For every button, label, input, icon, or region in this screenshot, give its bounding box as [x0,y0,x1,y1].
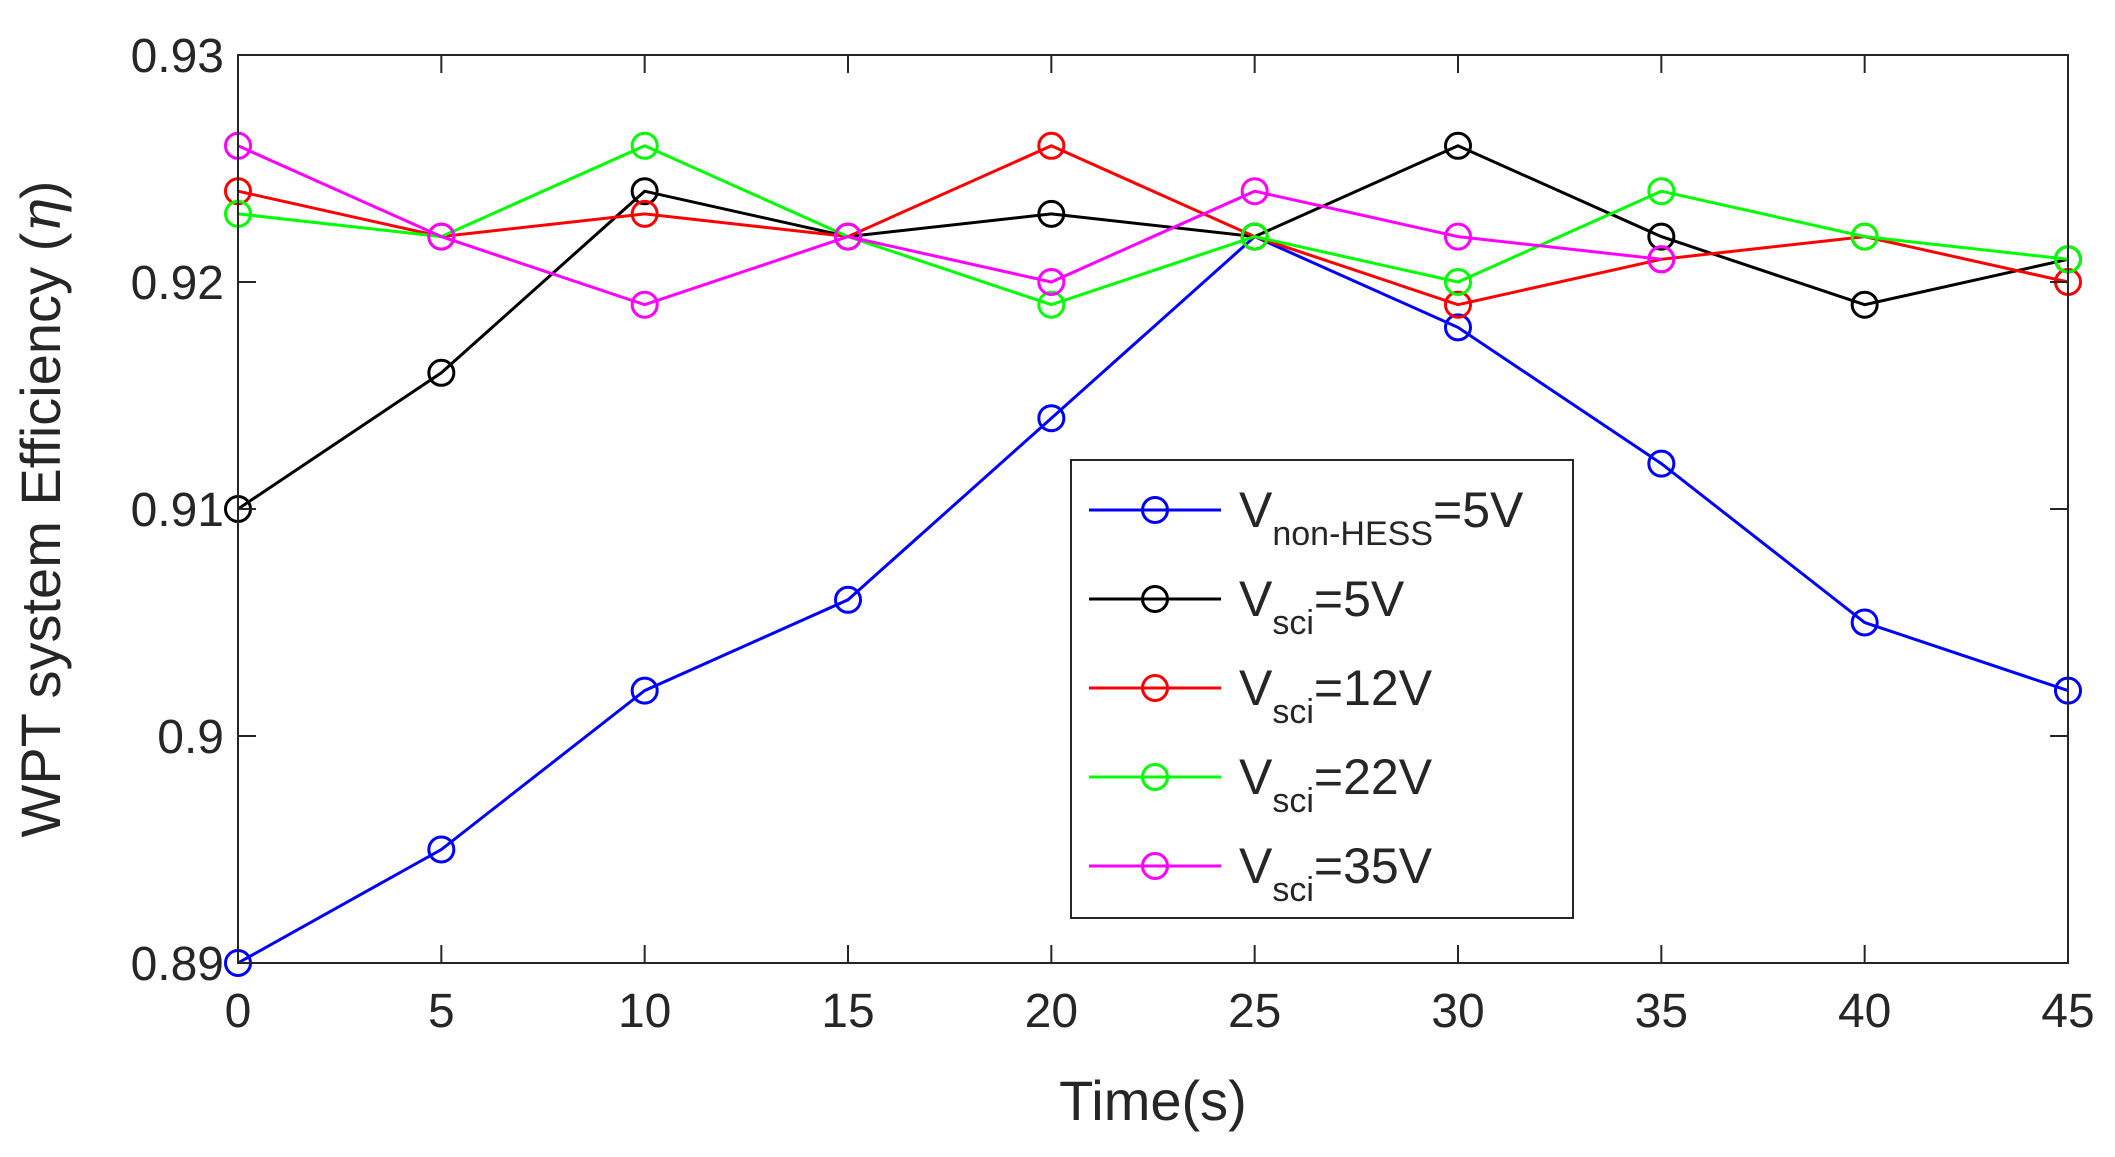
data-point [1444,290,1472,319]
legend: Vnon-HESS=5VVsci=5VVsci=12VVsci=22VVsci=… [1070,459,1574,919]
data-point [630,199,659,228]
y-tick-labels: 0.89 0.9 0.91 0.92 0.93 [131,30,224,991]
legend-item: Vsci=5V [1089,571,1405,642]
data-point [834,222,862,251]
data-point [1037,290,1066,319]
y-axis-title-eta: η [9,199,74,233]
data-point [427,222,456,251]
y-tick-label: 0.91 [131,484,224,537]
data-point [630,131,659,160]
series-line [237,144,2069,307]
x-axis-title: Time(s) [1059,1069,1247,1132]
legend-marker [1141,852,1169,880]
data-point [630,676,659,705]
data-point [1444,268,1472,296]
legend-label-main: V [1239,571,1273,627]
legend-marker [1141,763,1169,791]
legend-label: Vsci=22V [1239,749,1433,820]
legend-label: Vsci=5V [1239,571,1405,642]
x-tick-label: 40 [1838,985,1891,1038]
legend-label: Vnon-HESS=5V [1239,482,1524,553]
legend-label-sub: sci [1272,782,1314,820]
legend-label-sub: sci [1272,604,1314,642]
legend-label-tail: =12V [1314,660,1433,716]
x-tick-label: 35 [1635,985,1688,1038]
legend-item: Vnon-HESS=5V [1089,482,1524,553]
legend-item: Vsci=12V [1089,660,1433,731]
data-point [1647,222,1676,251]
legend-label-tail: =5V [1314,571,1405,627]
y-tick-label: 0.93 [131,30,224,83]
y-axis-title-main: WPT system Efficiency ( [9,232,72,837]
data-point [427,358,456,387]
data-point [1240,222,1269,251]
axis-ticks [237,54,2069,964]
legend-marker [1141,674,1169,702]
series-line [237,234,2069,965]
y-tick-label: 0.92 [131,257,224,310]
legend-label-sub: sci [1272,871,1314,909]
y-tick-label: 0.89 [131,938,224,991]
data-point [834,585,862,614]
data-point [1444,313,1472,342]
x-tick-label: 45 [2041,985,2094,1038]
data-point [1444,222,1472,251]
data-point [1240,177,1269,206]
data-point [1444,131,1472,160]
data-point [1647,177,1676,206]
legend-label-main: V [1239,482,1273,538]
legend-label-main: V [1239,838,1273,894]
y-axis-title-close: ) [9,181,72,200]
x-tick-label: 15 [821,985,874,1038]
legend-marker [1141,496,1169,524]
legend-label-sub: sci [1272,693,1314,731]
x-tick-label: 30 [1431,985,1484,1038]
legend-label-tail: =35V [1314,838,1433,894]
legend-label-main: V [1239,749,1273,805]
data-point [1037,268,1066,296]
legend-label-tail: =22V [1314,749,1433,805]
legend-label-sub: non-HESS [1272,515,1433,553]
legend-label: Vsci=12V [1239,660,1433,731]
y-axis-title: WPT system Efficiency (η) [9,181,74,838]
series-4 [224,131,1676,319]
legend-marker [1141,585,1169,613]
y-tick-label: 0.9 [157,711,224,764]
data-point [1647,449,1676,478]
data-point [1037,131,1066,160]
x-tick-label: 5 [428,985,455,1038]
data-point [1850,290,1879,319]
series-line [237,144,2069,511]
data-point [1850,222,1879,251]
legend-item: Vsci=35V [1089,838,1433,909]
series-layer [224,131,2082,977]
data-point [1037,199,1066,228]
x-tick-label: 20 [1025,985,1078,1038]
legend-label: Vsci=35V [1239,838,1433,909]
data-point [630,177,659,206]
data-point [427,835,456,864]
data-point [630,290,659,319]
legend-label-tail: =5V [1433,482,1524,538]
x-tick-label: 25 [1228,985,1281,1038]
x-tick-label: 10 [618,985,671,1038]
series-line [237,144,2069,307]
legend-item: Vsci=22V [1089,749,1433,820]
x-tick-label: 0 [225,985,252,1038]
data-point [1850,608,1879,637]
legend-label-main: V [1239,660,1273,716]
data-point [1037,404,1066,433]
data-point [1647,245,1676,274]
x-tick-labels: 0 5 10 15 20 25 30 35 40 45 [225,985,2095,1038]
series-line [237,144,1662,307]
